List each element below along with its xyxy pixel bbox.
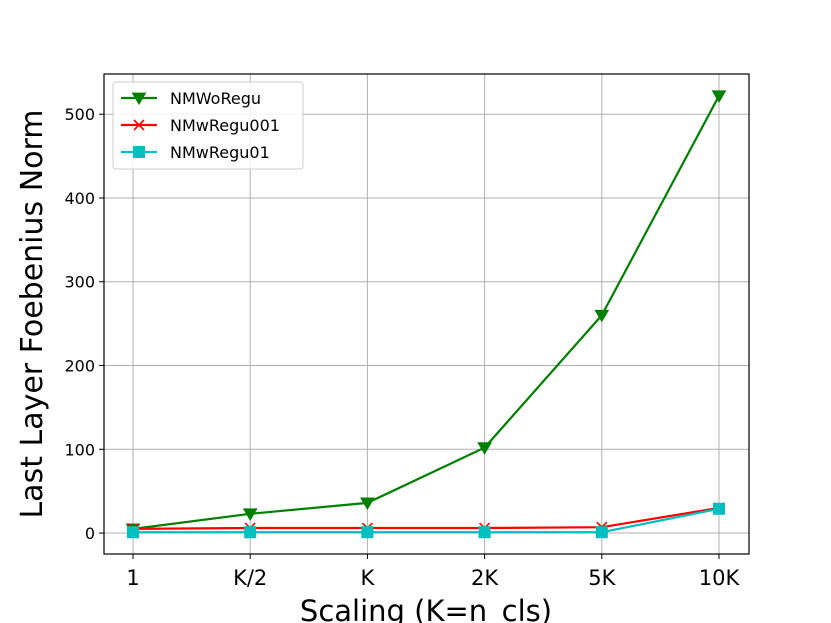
data-point	[477, 442, 492, 455]
y-tick-label: 200	[64, 357, 95, 376]
data-point	[595, 526, 608, 539]
legend: NMWoRegu NMwRegu001 NMwRegu01	[112, 81, 304, 170]
legend-box	[112, 81, 304, 170]
legend-marker	[131, 92, 147, 106]
legend-marker	[133, 119, 145, 131]
y-axis-title: Last Layer Foebenius Norm	[15, 109, 50, 518]
data-point	[478, 526, 491, 539]
legend-label: NMwRegu01	[170, 143, 270, 162]
legend-marker	[133, 146, 145, 158]
x-tick-label: 2K	[471, 566, 499, 590]
data-point	[711, 90, 727, 103]
series-line	[132, 506, 720, 530]
data-point	[361, 526, 374, 539]
x-axis-title: Scaling (K=n_cls)	[300, 594, 552, 623]
data-point	[360, 497, 375, 511]
y-tick-label: 100	[64, 440, 95, 459]
legend-entry: NMWoRegu	[121, 89, 261, 108]
legend-entry: NMwRegu01	[121, 143, 270, 162]
series-line	[133, 507, 720, 534]
series-line	[132, 95, 720, 530]
legend-entry: NMwRegu001	[121, 116, 280, 135]
y-tick-label: 400	[64, 189, 95, 208]
x-tick-label: 5K	[588, 566, 616, 590]
axis-ticks: 1 K/2 K 2K 5K 10K 0 100 200 300 400 500	[64, 105, 740, 590]
y-tick-label: 500	[64, 105, 95, 124]
y-tick-label: 0	[85, 524, 95, 543]
legend-label: NMwRegu001	[170, 116, 280, 135]
x-tick-label: K	[361, 566, 376, 590]
plot-area-frame	[103, 73, 750, 555]
marker-stroke	[133, 119, 145, 131]
x-tick-label: 10K	[699, 566, 741, 590]
x-tick-label: 1	[126, 566, 139, 590]
y-tick-label: 300	[64, 273, 95, 292]
x-tick-label: K/2	[233, 566, 267, 590]
legend-label: NMWoRegu	[170, 89, 261, 108]
series-lines	[125, 90, 727, 539]
data-point	[713, 502, 725, 515]
data-point	[127, 526, 139, 539]
series-NMwRegu01	[127, 502, 725, 539]
data-point	[242, 508, 258, 521]
data-point	[594, 309, 610, 323]
data-point	[244, 526, 257, 539]
